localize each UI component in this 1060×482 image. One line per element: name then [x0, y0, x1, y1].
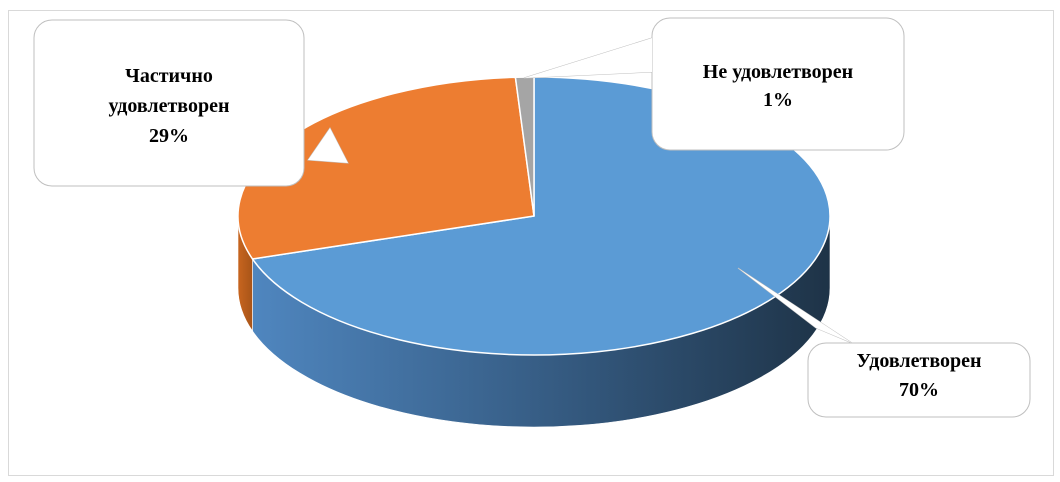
callout-pointer-fill — [738, 268, 852, 343]
data-label-value: 1% — [763, 89, 793, 111]
callout-pointer-fill — [524, 38, 652, 78]
data-label-category: удовлетворен — [108, 95, 229, 117]
data-label-callouts: Удовлетворен 70% Частично удовлетворен 29% Не… — [33, 17, 1031, 418]
callout-box — [807, 342, 1031, 418]
data-label-value: 29% — [149, 125, 189, 147]
callout-частично-удовлетворен: Частично удовлетворен 29% — [33, 19, 349, 187]
callout-box — [33, 19, 305, 187]
callout-box — [651, 17, 905, 151]
callout-pointer-fill — [308, 128, 348, 163]
data-label-category: Частично — [125, 65, 213, 87]
callout-удовлетворен: Удовлетворен 70% — [737, 267, 1031, 418]
data-label-value: 70% — [899, 379, 939, 401]
callout-не-удовлетворен: Не удовлетворен 1% — [523, 17, 905, 151]
data-label-category: Удовлетворен — [856, 350, 981, 372]
data-label-category: Не удовлетворен — [703, 61, 853, 83]
